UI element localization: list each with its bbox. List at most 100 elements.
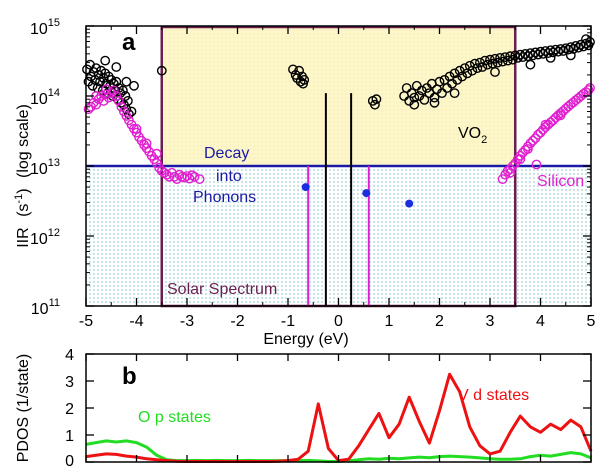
data-point <box>409 99 420 110</box>
y-tick-exp: 11 <box>49 297 60 309</box>
data-point <box>111 62 122 72</box>
data-point <box>505 167 516 178</box>
legend-v-d-states: V d states <box>458 387 529 404</box>
scatter-series <box>82 34 595 208</box>
data-point <box>93 94 104 105</box>
y-tick-label: 1014 <box>30 87 60 108</box>
data-point <box>525 59 536 70</box>
data-point <box>523 51 533 62</box>
data-point <box>98 96 109 106</box>
data-point <box>101 89 112 100</box>
data-point <box>113 96 124 106</box>
data-point <box>555 110 566 121</box>
data-point <box>545 117 556 128</box>
data-point <box>131 123 142 134</box>
y-tick-label-b: 4 <box>65 347 74 364</box>
x-tick-label: -2 <box>230 313 244 330</box>
y-axis-label-unit-close: ) <box>15 188 32 193</box>
y-tick-exp: 15 <box>48 17 60 29</box>
data-point <box>111 76 122 87</box>
data-point <box>533 129 543 140</box>
y-tick-exp: 13 <box>48 157 60 169</box>
y-tick-base: 10 <box>30 231 48 248</box>
y-tick-base: 10 <box>30 161 48 178</box>
data-point <box>405 199 414 208</box>
data-point <box>401 83 412 93</box>
x-tick-label: 4 <box>536 313 545 330</box>
x-tick-label: 5 <box>587 313 596 330</box>
x-tick-label: -1 <box>281 313 295 330</box>
y-tick-label: 1012 <box>30 227 60 248</box>
data-point <box>437 88 447 99</box>
y-tick-base: 10 <box>31 301 49 318</box>
data-point <box>457 71 468 82</box>
axis-ticks-b: 0 1 2 3 4 <box>65 347 592 470</box>
data-point <box>515 150 526 161</box>
series-2 <box>301 183 414 208</box>
data-point <box>538 49 548 59</box>
data-point <box>116 101 127 112</box>
data-point <box>490 67 500 77</box>
data-point <box>101 84 112 95</box>
x-tick-label: 1 <box>385 313 394 330</box>
panel-b: 0 1 2 3 4 b O p states V d states PDOS (1/st… <box>15 347 593 470</box>
x-axis-label: Energy (eV) <box>263 331 348 348</box>
x-tick-label: -3 <box>180 313 194 330</box>
phonon-decay-region <box>86 166 591 306</box>
x-tick-label: -4 <box>129 313 143 330</box>
data-point <box>502 165 513 176</box>
data-point <box>83 104 94 115</box>
y-tick-exp: 14 <box>48 87 60 99</box>
data-point <box>169 171 180 182</box>
series-label-vo2-sub: 2 <box>481 134 487 146</box>
data-point <box>565 50 576 61</box>
y-tick-base: 10 <box>30 21 48 38</box>
data-point <box>576 39 586 50</box>
y-tick-label: 1013 <box>30 157 60 178</box>
data-point <box>449 88 460 99</box>
y-tick-label-b: 0 <box>65 453 74 468</box>
data-point <box>505 164 516 175</box>
y-tick-label-b: 3 <box>65 374 74 391</box>
panel-label-a: a <box>122 29 136 56</box>
y-tick-base: 10 <box>30 91 48 108</box>
data-point <box>121 76 132 87</box>
data-point <box>298 78 308 89</box>
data-point <box>189 171 200 182</box>
data-point <box>507 161 518 171</box>
data-point <box>111 91 122 101</box>
data-point <box>523 144 533 154</box>
y-axis-label-b: PDOS (1/state) <box>15 354 32 462</box>
data-point <box>545 53 556 63</box>
data-point <box>535 127 546 138</box>
data-point <box>555 44 566 54</box>
y-tick-label-b: 1 <box>65 428 74 445</box>
data-point <box>129 80 139 91</box>
data-point <box>550 44 561 55</box>
y-axis-label-unit-exp: -1 <box>13 194 25 204</box>
x-tick-label: -5 <box>79 313 93 330</box>
plot-frame-b <box>85 353 592 463</box>
data-point <box>531 159 542 170</box>
data-point <box>299 75 310 85</box>
data-point <box>182 171 192 181</box>
y-axis-label-unit: (s <box>15 204 32 217</box>
data-point <box>294 65 304 76</box>
data-point <box>301 183 310 192</box>
data-point <box>525 138 536 149</box>
data-point <box>563 44 574 55</box>
data-point <box>540 119 551 130</box>
data-point <box>288 64 298 75</box>
data-point <box>371 94 382 105</box>
series-label-silicon: Silicon <box>537 173 584 190</box>
data-point <box>570 41 581 51</box>
annotation-phonons: Phonons <box>193 189 256 206</box>
y-tick-exp: 12 <box>48 227 60 239</box>
annotation-into: into <box>216 168 242 185</box>
series-label-vo2: VO2 <box>458 125 487 146</box>
data-point <box>123 96 133 106</box>
data-point <box>369 99 380 110</box>
series-1 <box>83 83 595 185</box>
